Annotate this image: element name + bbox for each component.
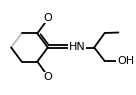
Text: O: O [43, 13, 52, 23]
Text: OH: OH [117, 56, 134, 66]
Text: HN: HN [69, 42, 86, 53]
Text: O: O [43, 72, 52, 82]
